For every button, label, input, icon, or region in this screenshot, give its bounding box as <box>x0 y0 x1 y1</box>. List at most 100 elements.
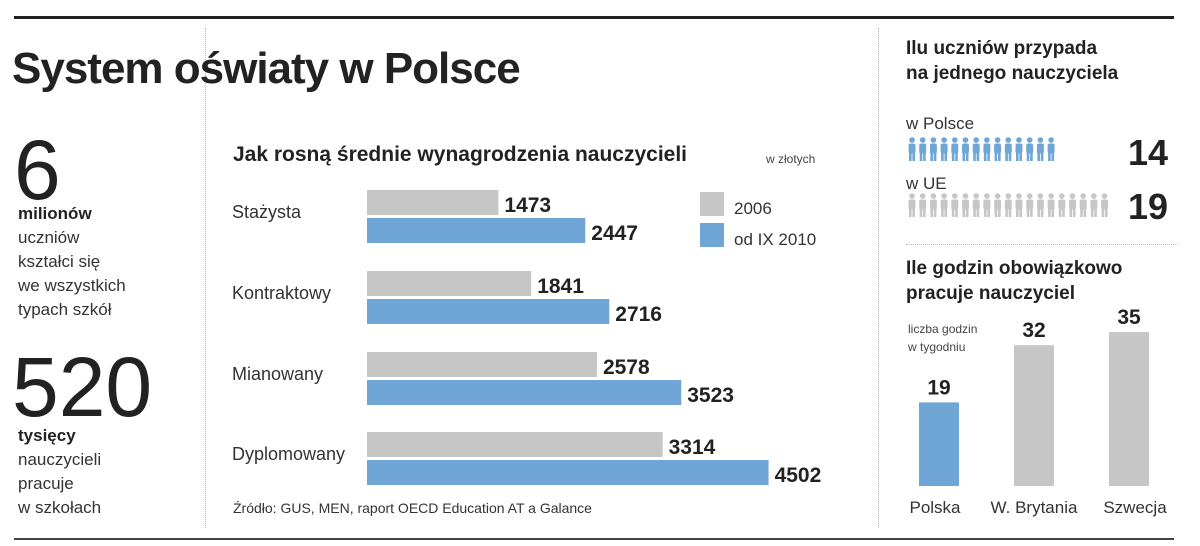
person-icon <box>1015 137 1023 161</box>
bottom-rule <box>14 538 1174 540</box>
salary-bar <box>367 380 682 405</box>
hours-bar <box>1109 332 1149 486</box>
ratio-title-line: Ilu uczniów przypada <box>906 38 1098 59</box>
hours-note-line: liczba godzin <box>908 322 978 336</box>
country-label: Polska <box>909 498 961 517</box>
hours-value-label: 32 <box>1022 319 1045 342</box>
person-icon <box>1004 193 1012 217</box>
ratio-value-eu: 19 <box>1128 186 1169 227</box>
category-label: Kontraktowy <box>232 283 331 303</box>
hours-bar <box>1014 345 1054 486</box>
person-icon <box>1047 193 1055 217</box>
salary-value-label: 4502 <box>775 464 822 487</box>
salary-unit-note: w złotych <box>766 152 816 166</box>
person-icon <box>951 137 959 161</box>
hours-bar <box>919 402 959 486</box>
hours-title-line: Ile godzin obowiązkowo <box>906 258 1123 279</box>
person-icon <box>908 193 916 217</box>
person-icon <box>994 137 1002 161</box>
category-label: Mianowany <box>232 364 323 384</box>
salary-value-label: 3523 <box>687 384 734 407</box>
students-unit: milionów <box>18 204 92 223</box>
hours-value-label: 35 <box>1117 306 1141 329</box>
person-icon <box>929 137 937 161</box>
person-icon <box>951 193 959 217</box>
students-text-line: we wszystkich <box>18 276 126 295</box>
person-icon <box>983 193 991 217</box>
person-icon <box>1058 193 1066 217</box>
teachers-text-line: pracuje <box>18 474 74 493</box>
person-icon <box>1036 193 1044 217</box>
legend-label-2006: 2006 <box>734 199 772 218</box>
ratio-label-poland: w Polsce <box>906 114 975 133</box>
person-icon <box>972 193 980 217</box>
students-text: uczniów kształci się we wszystkich typac… <box>18 226 126 322</box>
person-icon <box>1069 193 1076 217</box>
person-icon <box>1079 193 1087 217</box>
teachers-unit: tysięcy <box>18 426 76 445</box>
category-label: Stażysta <box>232 202 302 222</box>
person-icon <box>1026 137 1034 161</box>
person-icon <box>972 137 980 161</box>
hours-note-line: w tygodniu <box>908 340 966 354</box>
students-text-line: typach szkół <box>18 300 112 319</box>
person-icon <box>962 137 969 161</box>
page-title: System oświaty w Polsce <box>12 44 521 93</box>
legend-swatch-2010 <box>700 223 724 247</box>
person-icon <box>1036 137 1044 161</box>
salary-value-label: 2578 <box>603 356 650 379</box>
person-icon <box>1004 137 1012 161</box>
salary-bar <box>367 218 586 243</box>
legend-swatch-2006 <box>700 192 724 216</box>
ratio-title-line: na jednego nauczyciela <box>906 63 1119 84</box>
person-icon <box>940 137 948 161</box>
person-icon <box>919 193 927 217</box>
salary-value-label: 2716 <box>615 303 662 326</box>
salary-bar <box>367 460 769 485</box>
ratio-title: Ilu uczniów przypada na jednego nauczyci… <box>906 36 1118 86</box>
salary-value-label: 3314 <box>669 436 716 459</box>
person-icon <box>1101 193 1109 217</box>
salary-bar <box>367 352 597 377</box>
students-text-line: uczniów <box>18 228 80 247</box>
divider-right <box>878 28 879 528</box>
person-icon <box>908 137 916 161</box>
salary-value-label: 1473 <box>504 194 551 217</box>
person-icon <box>929 193 937 217</box>
students-text-line: kształci się <box>18 252 101 271</box>
teachers-text: nauczycieli pracuje w szkołach <box>18 448 101 520</box>
person-icon <box>1090 193 1098 217</box>
person-icon <box>983 137 991 161</box>
hours-note: liczba godzin w tygodniu <box>908 320 977 356</box>
salary-bar <box>367 432 663 457</box>
teachers-text-line: nauczycieli <box>18 450 102 469</box>
person-icon <box>1047 137 1055 161</box>
salary-value-label: 1841 <box>537 275 584 298</box>
salary-chart-title: Jak rosną średnie wynagrodzenia nauczyci… <box>233 143 688 166</box>
right-column-separator <box>906 244 1178 245</box>
country-label: W. Brytania <box>991 498 1078 517</box>
category-label: Dyplomowany <box>232 444 345 464</box>
students-number: 6 <box>14 123 61 217</box>
hours-title: Ile godzin obowiązkowo pracuje nauczycie… <box>906 256 1122 306</box>
source-note: Źródło: GUS, MEN, raport OECD Education … <box>233 500 592 516</box>
person-icon <box>962 193 969 217</box>
salary-value-label: 2447 <box>591 222 638 245</box>
divider-left <box>205 28 206 528</box>
ratio-value-poland: 14 <box>1128 132 1169 173</box>
top-rule <box>14 16 1174 19</box>
legend-label-2010: od IX 2010 <box>734 230 817 249</box>
salary-bar <box>367 299 610 324</box>
salary-bar <box>367 190 499 215</box>
hours-value-label: 19 <box>927 376 950 399</box>
person-icon <box>919 137 927 161</box>
teachers-text-line: w szkołach <box>18 498 102 517</box>
person-icon <box>940 193 948 217</box>
country-label: Szwecja <box>1103 498 1167 517</box>
hours-title-line: pracuje nauczyciel <box>906 283 1075 304</box>
person-icon <box>994 193 1002 217</box>
